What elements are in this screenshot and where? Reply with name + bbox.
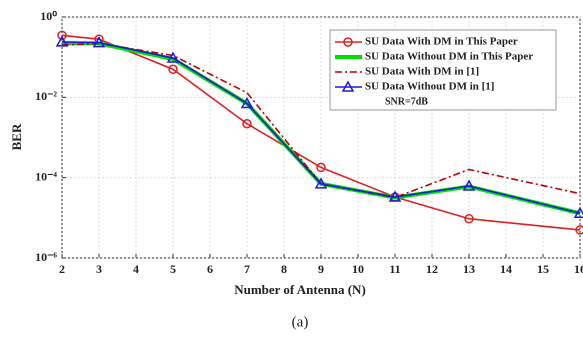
x-tick-label: 16	[574, 262, 583, 276]
marker	[314, 177, 328, 189]
y-tick-label: 10⁻²	[35, 89, 57, 103]
legend-label: SU Data With DM in This Paper	[365, 36, 518, 48]
marker	[575, 225, 583, 235]
legend-box	[329, 29, 557, 111]
marker	[464, 213, 474, 224]
legend-label: SU Data With DM in [1]	[365, 66, 479, 78]
marker	[462, 179, 476, 191]
legend-label: SU Data Without DM in This Paper	[365, 51, 533, 63]
x-tick-label: 5	[170, 262, 176, 276]
marker	[92, 36, 106, 48]
marker	[240, 97, 254, 109]
marker	[341, 80, 355, 92]
caption: (a)	[292, 314, 309, 330]
x-tick-label: 3	[96, 262, 102, 276]
x-tick-label: 10	[352, 262, 364, 276]
x-tick-label: 13	[463, 262, 475, 276]
y-tick-label: 10⁰	[40, 9, 57, 23]
marker	[242, 118, 252, 129]
marker	[343, 37, 353, 47]
marker	[316, 162, 326, 173]
marker	[388, 190, 402, 202]
x-tick-label: 8	[281, 262, 287, 276]
x-tick-label: 7	[244, 262, 250, 276]
series-line	[61, 41, 581, 215]
marker	[57, 30, 67, 41]
legend-label: SU Data Without DM in [1]	[365, 81, 494, 93]
x-tick-label: 2	[59, 262, 65, 276]
y-tick-label: 10⁻⁴	[35, 169, 57, 183]
x-tick-label: 6	[207, 262, 213, 276]
x-axis-label: Number of Antenna (N)	[234, 282, 366, 297]
annotation: SNR=7dB	[385, 96, 428, 107]
y-axis-label: BER	[9, 123, 24, 150]
x-tick-label: 9	[318, 262, 324, 276]
x-tick-label: 15	[537, 262, 549, 276]
x-tick-label: 12	[426, 262, 438, 276]
y-tick-label: 10⁻⁶	[35, 250, 57, 264]
x-tick-label: 14	[500, 262, 512, 276]
marker	[55, 35, 69, 47]
marker	[168, 64, 178, 75]
marker	[166, 51, 180, 63]
x-tick-label: 11	[389, 262, 400, 276]
x-tick-label: 4	[133, 262, 139, 276]
